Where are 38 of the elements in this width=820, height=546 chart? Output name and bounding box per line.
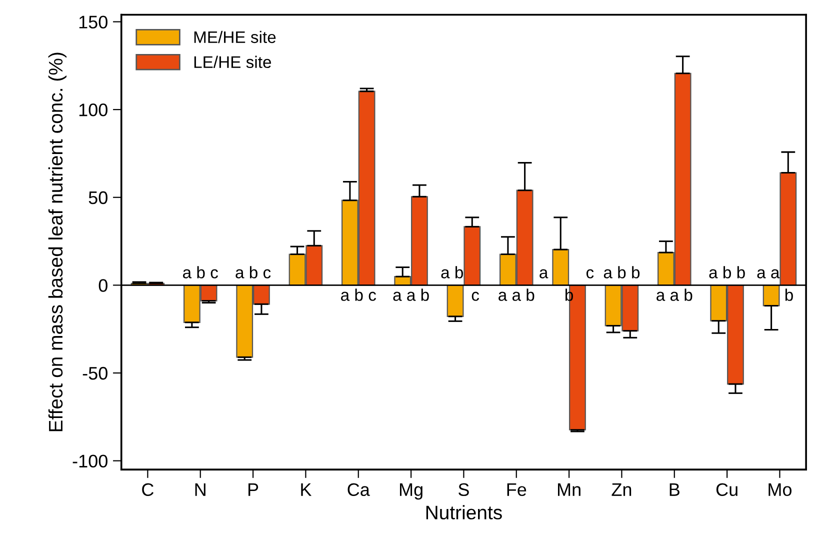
x-tick-label: Cu	[716, 483, 738, 496]
annotation: a b c	[236, 266, 271, 278]
annotation: a a	[757, 269, 780, 278]
x-tick-label: P	[248, 483, 258, 496]
annotation: a	[540, 269, 548, 278]
y-tick-label: 100	[79, 104, 108, 116]
annotation: b	[565, 288, 573, 301]
annotation: a b c	[183, 266, 218, 278]
x-tick-label: N	[195, 483, 206, 496]
x-tick-label: Ca	[348, 483, 370, 496]
annotation: b	[785, 288, 793, 301]
legend-label: LE/HE site	[194, 56, 272, 68]
x-tick-label: Mn	[558, 483, 580, 496]
y-tick-label: 50	[88, 191, 108, 204]
x-tick-label: S	[458, 483, 469, 496]
x-tick-label: Zn	[612, 483, 632, 496]
x-tick-label: C	[142, 483, 154, 496]
legend-label: ME/HE site	[194, 30, 276, 44]
annotation: a b c	[341, 288, 376, 301]
y-tick-label: 0	[98, 279, 108, 292]
annotation: a b b	[604, 266, 640, 278]
y-tick-label: -100	[72, 454, 108, 468]
annotation: a b	[441, 266, 463, 278]
x-tick-label: B	[670, 483, 680, 496]
annotation: a a b	[498, 288, 534, 301]
y-tick-label: -50	[82, 366, 108, 380]
annotation: c	[586, 269, 594, 278]
annotation: a a b	[656, 288, 692, 301]
y-axis-title: Effect on mass based leaf nutrient conc. (%)	[48, 52, 66, 432]
x-tick-label: K	[301, 483, 312, 496]
x-axis-title: Nutrients	[426, 505, 502, 520]
x-tick-label: Mo	[768, 483, 792, 496]
x-tick-label: Mg	[400, 483, 422, 500]
annotation: c	[472, 292, 480, 301]
x-tick-label: Fe	[507, 483, 526, 496]
annotation: a a b	[393, 288, 429, 301]
y-tick-label: 150	[79, 16, 108, 28]
annotation: a b b	[709, 266, 745, 278]
